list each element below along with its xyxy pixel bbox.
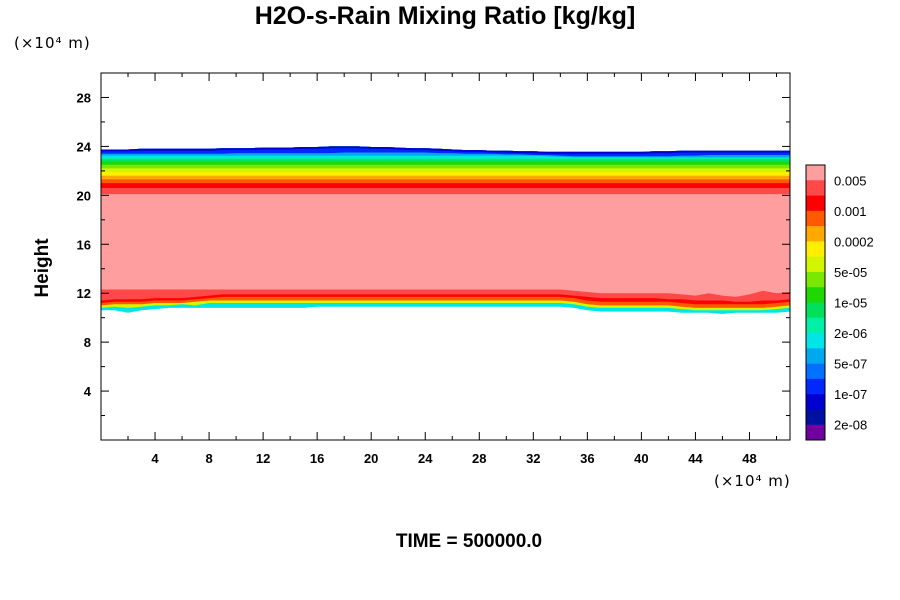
x-axis-unit: (×10⁴ m) — [714, 472, 791, 490]
contour-layer-19 — [101, 146, 790, 154]
y-tick-label: 4 — [84, 384, 92, 399]
x-tick-label: 48 — [742, 451, 756, 466]
y-tick-label: 8 — [84, 335, 91, 350]
colorbar-label: 2e-06 — [834, 326, 867, 341]
x-tick-label: 28 — [472, 451, 486, 466]
colorbar-label: 1e-07 — [834, 387, 867, 402]
colorbar-swatch — [806, 348, 825, 364]
colorbar-swatch — [806, 165, 825, 181]
colorbar-swatch — [806, 363, 825, 380]
colorbar-swatch — [806, 378, 825, 395]
y-tick-label: 24 — [77, 139, 92, 154]
contour-fills — [101, 146, 790, 314]
y-tick-label: 12 — [77, 286, 91, 301]
colorbar-label: 0.005 — [834, 173, 867, 188]
colorbar-label: 0.0002 — [834, 234, 874, 249]
y-tick-label: 28 — [77, 90, 91, 105]
colorbar-swatch — [806, 271, 825, 288]
colorbar-swatch — [806, 180, 825, 196]
x-tick-label: 8 — [205, 451, 212, 466]
colorbar-label: 1e-05 — [834, 296, 867, 311]
plot-frame — [100, 72, 791, 441]
colorbar-swatch — [806, 195, 825, 212]
colorbar-swatch — [806, 210, 825, 227]
colorbar-swatch — [806, 409, 825, 426]
x-tick-label: 36 — [580, 451, 594, 466]
colorbar-swatch — [806, 226, 825, 242]
x-tick-label: 12 — [256, 451, 270, 466]
colorbar-label: 5e-07 — [834, 357, 867, 372]
colorbar-swatch — [806, 317, 825, 334]
colorbar-label: 2e-08 — [834, 418, 867, 433]
colorbar-swatch — [806, 333, 825, 349]
x-tick-label: 20 — [364, 451, 378, 466]
x-tick-label: 24 — [418, 451, 433, 466]
x-tick-label: 40 — [634, 451, 648, 466]
colorbar-swatch — [806, 424, 825, 441]
colorbar-swatch — [806, 302, 825, 319]
chart-title: H2O-s-Rain Mixing Ratio [kg/kg] — [254, 2, 636, 30]
colorbar-label: 0.001 — [834, 204, 867, 219]
y-axis-unit: (×10⁴ m) — [14, 34, 91, 52]
y-tick-label: 16 — [77, 237, 91, 252]
x-tick-label: 44 — [688, 451, 703, 466]
colorbar-swatch — [806, 394, 825, 410]
x-tick-label: 32 — [526, 451, 540, 466]
colorbar-swatch — [806, 241, 825, 257]
time-label: TIME = 500000.0 — [395, 531, 543, 552]
x-tick-label: 16 — [310, 451, 324, 466]
colorbar-frame — [805, 164, 826, 441]
x-tick-label: 4 — [151, 451, 159, 466]
colorbar-swatch — [806, 287, 825, 303]
y-tick-label: 20 — [77, 188, 91, 203]
colorbar-label: 5e-05 — [834, 265, 867, 280]
colorbar: 0.005 0.001 0.0002 5e-05 1e-05 2e-06 5e-07 1e-0… — [805, 164, 874, 441]
colorbar-swatch — [806, 256, 825, 273]
